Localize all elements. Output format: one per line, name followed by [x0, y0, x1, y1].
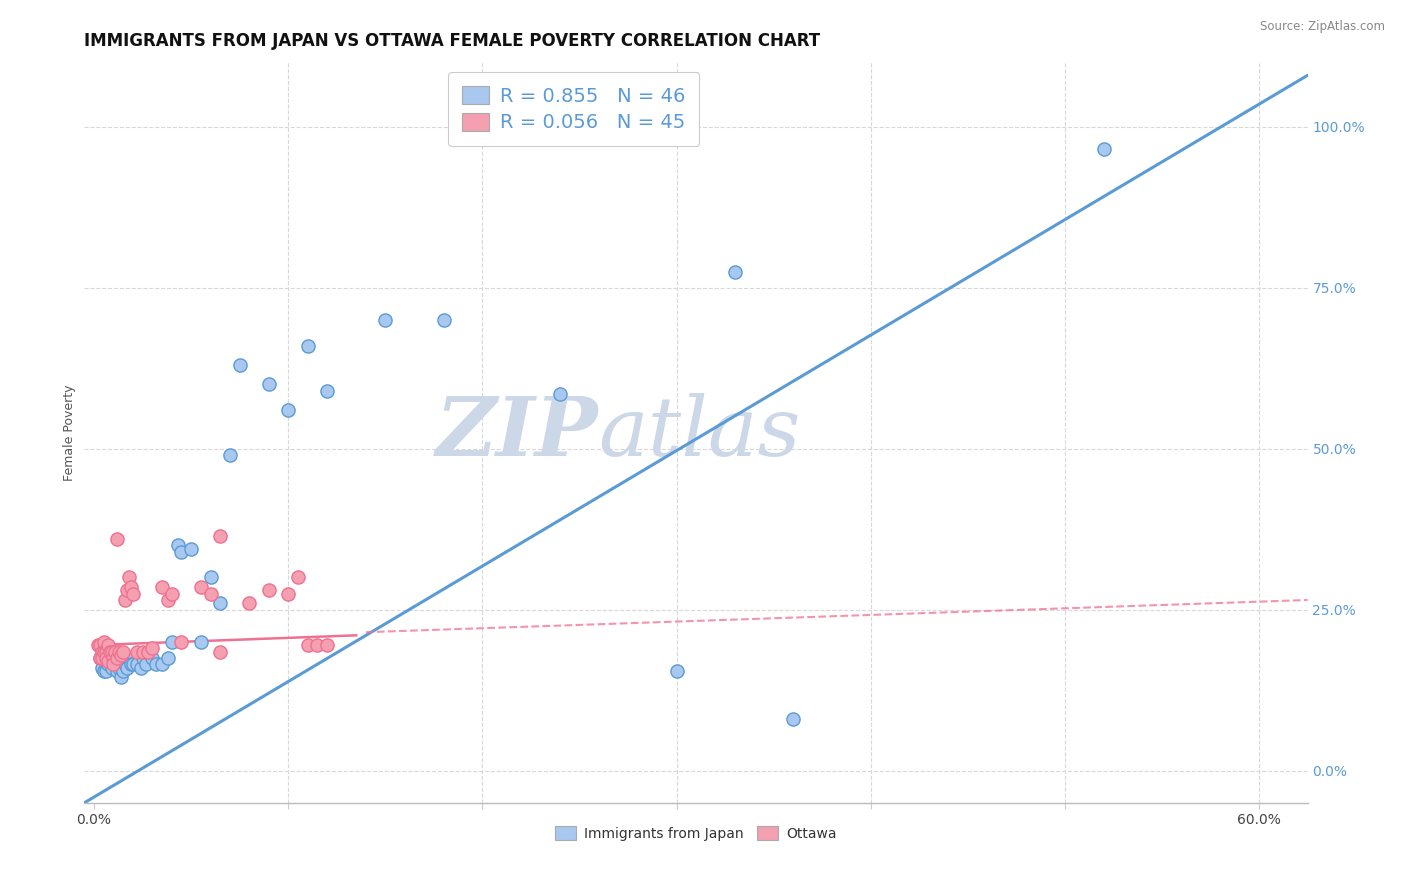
- Point: [112, 664, 135, 678]
- Point: [118, 570, 141, 584]
- Point: [94, 664, 117, 678]
- Point: [93, 664, 115, 678]
- Point: [209, 596, 232, 610]
- Point: [219, 448, 242, 462]
- Point: [93, 644, 115, 658]
- Point: [104, 644, 127, 658]
- Point: [156, 651, 179, 665]
- Point: [228, 358, 250, 372]
- Point: [297, 339, 319, 353]
- Text: IMMIGRANTS FROM JAPAN VS OTTAWA FEMALE POVERTY CORRELATION CHART: IMMIGRANTS FROM JAPAN VS OTTAWA FEMALE P…: [84, 32, 821, 50]
- Point: [170, 545, 193, 559]
- Point: [90, 660, 112, 674]
- Point: [156, 593, 179, 607]
- Point: [89, 638, 111, 652]
- Point: [170, 635, 193, 649]
- Point: [548, 387, 571, 401]
- Point: [297, 638, 319, 652]
- Point: [129, 660, 152, 674]
- Point: [160, 635, 183, 649]
- Point: [100, 660, 122, 674]
- Point: [257, 583, 280, 598]
- Point: [115, 660, 138, 674]
- Point: [277, 586, 299, 600]
- Y-axis label: Female Poverty: Female Poverty: [63, 384, 76, 481]
- Point: [105, 532, 128, 546]
- Point: [190, 580, 212, 594]
- Point: [103, 651, 125, 665]
- Point: [103, 657, 125, 672]
- Point: [122, 657, 145, 672]
- Point: [89, 651, 111, 665]
- Point: [90, 651, 112, 665]
- Point: [238, 596, 260, 610]
- Point: [138, 644, 160, 658]
- Point: [316, 384, 339, 398]
- Point: [97, 654, 120, 668]
- Text: atlas: atlas: [598, 392, 800, 473]
- Text: ZIP: ZIP: [436, 392, 598, 473]
- Point: [166, 538, 188, 552]
- Point: [104, 651, 127, 665]
- Point: [150, 657, 173, 672]
- Point: [90, 644, 112, 658]
- Point: [190, 635, 212, 649]
- Point: [98, 644, 121, 658]
- Point: [209, 528, 232, 542]
- Point: [141, 641, 163, 656]
- Point: [98, 654, 121, 668]
- Point: [112, 644, 135, 658]
- Point: [120, 580, 142, 594]
- Legend: Immigrants from Japan, Ottawa: Immigrants from Japan, Ottawa: [548, 820, 844, 847]
- Point: [108, 644, 131, 658]
- Point: [180, 541, 202, 556]
- Point: [115, 583, 138, 598]
- Point: [200, 570, 222, 584]
- Point: [94, 651, 117, 665]
- Point: [118, 651, 141, 665]
- Point: [131, 651, 153, 665]
- Point: [110, 648, 132, 662]
- Point: [110, 670, 132, 684]
- Point: [94, 644, 117, 658]
- Point: [105, 664, 128, 678]
- Point: [432, 313, 454, 327]
- Point: [145, 657, 167, 672]
- Point: [108, 660, 131, 674]
- Point: [150, 580, 173, 594]
- Point: [316, 638, 339, 652]
- Point: [105, 651, 128, 665]
- Point: [374, 313, 396, 327]
- Point: [93, 635, 115, 649]
- Point: [287, 570, 309, 584]
- Text: Source: ZipAtlas.com: Source: ZipAtlas.com: [1260, 20, 1385, 33]
- Point: [125, 657, 148, 672]
- Point: [1092, 142, 1115, 156]
- Point: [209, 644, 232, 658]
- Point: [135, 657, 157, 672]
- Point: [125, 644, 148, 658]
- Point: [97, 638, 120, 652]
- Point: [89, 651, 111, 665]
- Point: [97, 657, 120, 672]
- Point: [120, 657, 142, 672]
- Point: [114, 593, 136, 607]
- Point: [257, 377, 280, 392]
- Point: [100, 644, 122, 658]
- Point: [141, 651, 163, 665]
- Point: [277, 403, 299, 417]
- Point: [724, 265, 747, 279]
- Point: [160, 586, 183, 600]
- Point: [103, 654, 125, 668]
- Point: [87, 638, 110, 652]
- Point: [131, 644, 153, 658]
- Point: [665, 664, 688, 678]
- Point: [200, 586, 222, 600]
- Point: [782, 712, 804, 726]
- Point: [122, 586, 145, 600]
- Point: [114, 657, 136, 672]
- Point: [307, 638, 329, 652]
